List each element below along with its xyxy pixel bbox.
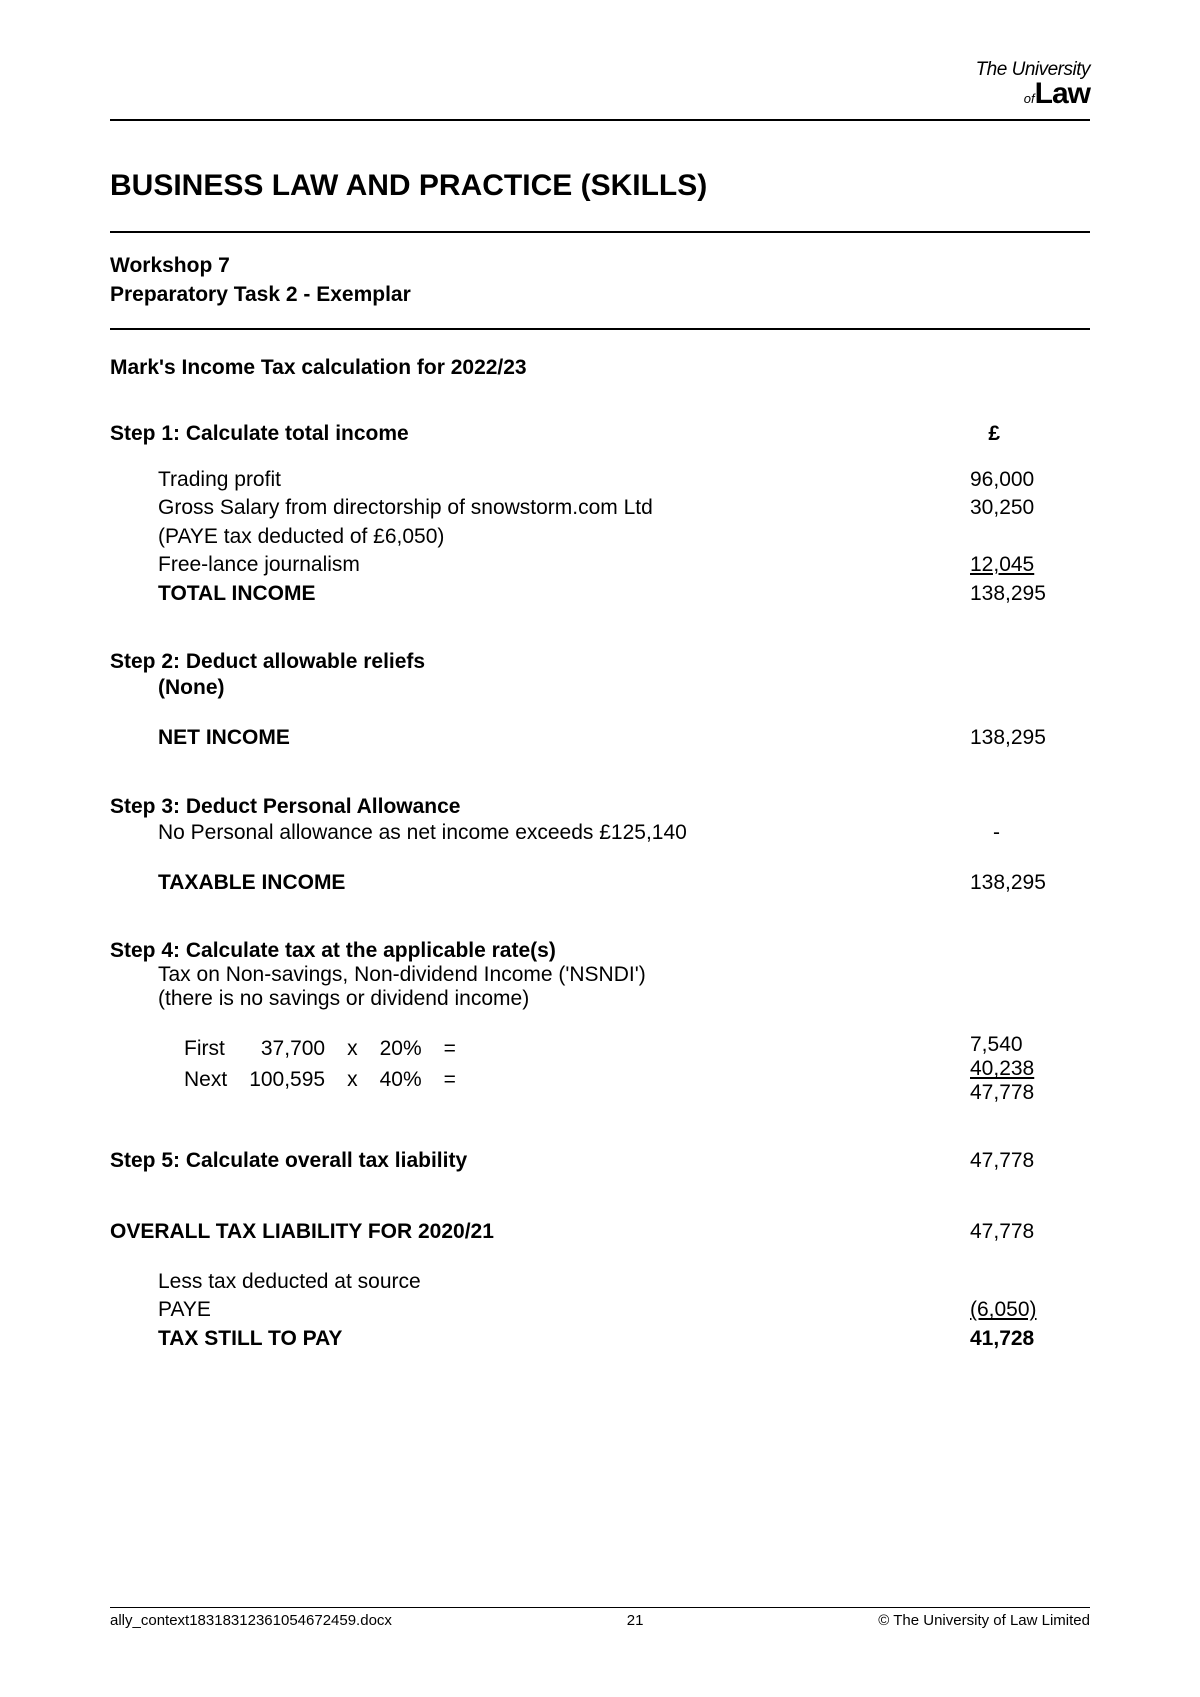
calc1-x: x	[347, 1066, 378, 1094]
step1-row2-label: (PAYE tax deducted of £6,050)	[158, 523, 970, 551]
footer-filename: ally_context18318312361054672459.docx	[110, 1612, 392, 1629]
step3-block: Step 3: Deduct Personal Allowance No Per…	[110, 795, 1090, 898]
overall-label: OVERALL TAX LIABILITY FOR 2020/21	[110, 1218, 970, 1246]
calc1-amount: 100,595	[249, 1066, 345, 1094]
still-label: TAX STILL TO PAY	[158, 1325, 970, 1353]
calc0-rate: 20%	[380, 1035, 442, 1063]
step4-calc-table: First 37,700 x 20% = Next 100,595 x 40% …	[182, 1033, 478, 1096]
step1-heading: Step 1: Calculate total income	[110, 420, 970, 448]
step2-block: Step 2: Deduct allowable reliefs (None) …	[110, 650, 1090, 753]
step3-note-value: -	[970, 819, 1090, 847]
footer: ally_context18318312361054672459.docx 21…	[110, 1607, 1090, 1629]
less-label: Less tax deducted at source	[158, 1268, 970, 1296]
step1-row2-value	[970, 523, 1090, 551]
workshop-task: Preparatory Task 2 - Exemplar	[110, 280, 1090, 309]
overall-block: OVERALL TAX LIABILITY FOR 2020/21 47,778…	[110, 1218, 1090, 1353]
calc0-band: First	[184, 1035, 247, 1063]
paye-value: (6,050)	[970, 1296, 1090, 1324]
main-title: BUSINESS LAW AND PRACTICE (SKILLS)	[110, 169, 1090, 203]
header-logo: The University ofLaw	[110, 60, 1090, 121]
still-value: 41,728	[970, 1325, 1090, 1353]
currency-header: £	[970, 420, 1090, 448]
step5-value: 47,778	[970, 1147, 1090, 1175]
step4-subtotal: 47,778	[970, 1081, 1000, 1105]
step1-row3-value: 12,045	[970, 551, 1090, 579]
overall-value: 47,778	[970, 1218, 1090, 1246]
calc0-x: x	[347, 1035, 378, 1063]
logo-law: Law	[1035, 77, 1090, 110]
calc1-eq: =	[444, 1066, 476, 1094]
document-page: The University ofLaw BUSINESS LAW AND PR…	[0, 0, 1200, 1353]
step2-none: (None)	[158, 674, 970, 702]
step1-row1-label: Gross Salary from directorship of snowst…	[158, 494, 970, 522]
step1-row4-label: TOTAL INCOME	[158, 580, 970, 608]
step4-heading: Step 4: Calculate tax at the applicable …	[110, 939, 1090, 963]
step3-taxable-value: 138,295	[970, 869, 1090, 897]
calc1-result: 40,238	[970, 1057, 1000, 1081]
step1-row4-value: 138,295	[970, 580, 1090, 608]
step2-heading: Step 2: Deduct allowable reliefs	[110, 650, 1090, 674]
step4-sub2: (there is no savings or dividend income)	[110, 987, 1090, 1011]
calc0-eq: =	[444, 1035, 476, 1063]
step2-net-value: 138,295	[970, 724, 1090, 752]
step5-block: Step 5: Calculate overall tax liability …	[110, 1147, 1090, 1175]
calc0-result: 7,540	[970, 1033, 1000, 1057]
step5-heading: Step 5: Calculate overall tax liability	[110, 1147, 970, 1175]
calc1-band: Next	[184, 1066, 247, 1094]
step1-row0-value: 96,000	[970, 466, 1090, 494]
calc-title: Mark's Income Tax calculation for 2022/2…	[110, 356, 1090, 380]
paye-label: PAYE	[158, 1296, 970, 1324]
step1-block: Step 1: Calculate total income £ Trading…	[110, 420, 1090, 608]
step4-block: Step 4: Calculate tax at the applicable …	[110, 939, 1090, 1105]
step3-taxable-label: TAXABLE INCOME	[158, 869, 970, 897]
step2-net-label: NET INCOME	[158, 724, 970, 752]
calc0-amount: 37,700	[249, 1035, 345, 1063]
calc1-rate: 40%	[380, 1066, 442, 1094]
step1-row3-label: Free-lance journalism	[158, 551, 970, 579]
workshop-number: Workshop 7	[110, 251, 1090, 280]
step3-heading: Step 3: Deduct Personal Allowance	[110, 795, 1090, 819]
footer-copyright: © The University of Law Limited	[878, 1612, 1090, 1629]
step4-sub1: Tax on Non-savings, Non-dividend Income …	[110, 963, 1090, 987]
divider-2	[110, 328, 1090, 330]
divider-1	[110, 231, 1090, 233]
step3-note: No Personal allowance as net income exce…	[158, 819, 970, 847]
step1-row1-value: 30,250	[970, 494, 1090, 522]
footer-page-number: 21	[627, 1612, 644, 1629]
workshop-block: Workshop 7 Preparatory Task 2 - Exemplar	[110, 251, 1090, 310]
step1-row0-label: Trading profit	[158, 466, 970, 494]
logo-of: of	[1024, 91, 1035, 106]
